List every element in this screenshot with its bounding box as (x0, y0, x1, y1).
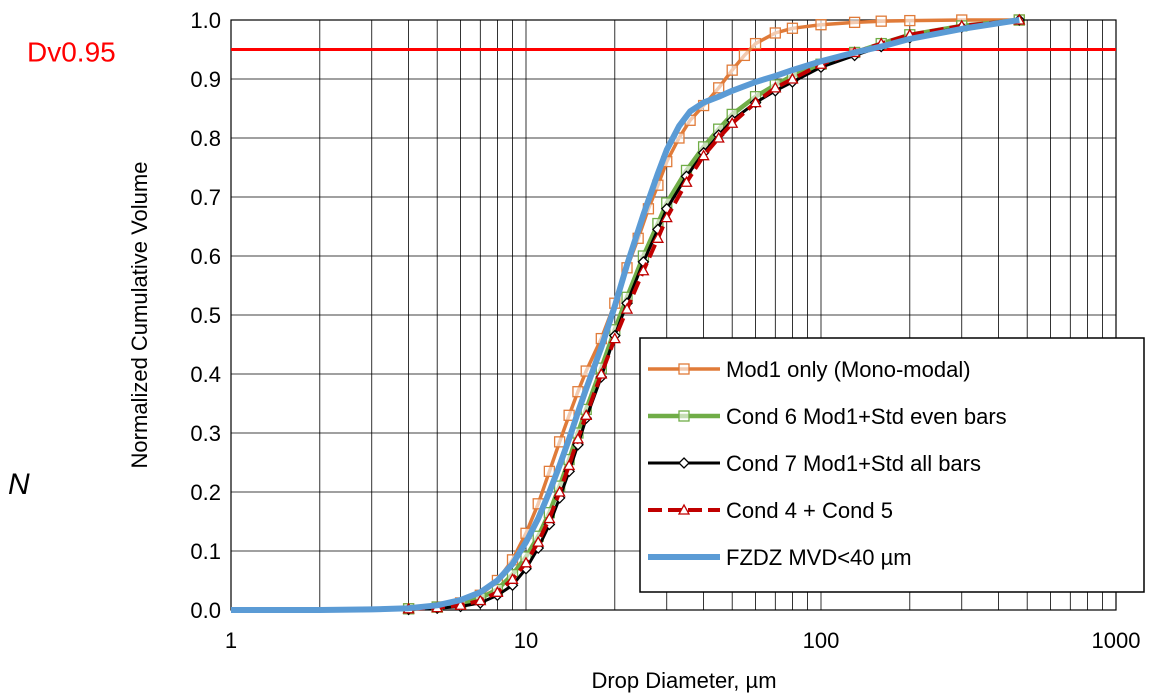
y-tick-label: 0.5 (190, 303, 221, 328)
y-tick-label: 0.1 (190, 539, 221, 564)
data-point (848, 16, 861, 29)
data-point (712, 131, 725, 143)
data-point (680, 175, 693, 187)
data-point (553, 436, 566, 448)
x-tick-label: 1000 (1092, 628, 1141, 653)
data-point (875, 15, 887, 27)
data-point (769, 81, 782, 93)
data-point (678, 410, 690, 422)
legend-label: FZDZ MVD<40 µm (726, 545, 912, 570)
x-tick-label: 1 (225, 628, 237, 653)
data-point (553, 485, 566, 497)
series-line (231, 17, 1020, 613)
legend-box (639, 337, 1145, 593)
y-tick-label: 0.2 (190, 480, 221, 505)
data-point (726, 64, 738, 76)
y-tick-label: 0.9 (190, 67, 221, 92)
data-point (786, 22, 799, 34)
data-point (519, 556, 533, 568)
data-point (595, 367, 608, 379)
data-point (571, 432, 585, 444)
data-point (660, 211, 673, 223)
data-point (580, 408, 593, 420)
legend-item: Cond 4 + Cond 5 (648, 498, 893, 523)
legend-item: FZDZ MVD<40 µm (648, 545, 912, 570)
legend-label: Cond 6 Mod1+Std even bars (726, 404, 1007, 429)
legend-label: Cond 7 Mod1+Std all bars (726, 451, 981, 476)
y-tick-labels: 0.0 0.1 0.2 0.3 0.4 0.5 0.6 0.7 0.8 0.9 1.0 (190, 8, 221, 623)
y-tick-label: 0.4 (190, 362, 221, 387)
data-point (904, 14, 916, 27)
series-layer (230, 13, 1026, 616)
y-tick-label: 1.0 (190, 8, 221, 33)
stray-text: N (8, 468, 30, 501)
x-axis-label: Drop Diameter, µm (591, 668, 776, 693)
data-point (454, 598, 467, 610)
data-point (815, 19, 827, 31)
plot-frame (230, 19, 1117, 611)
data-point (678, 363, 690, 375)
data-point (474, 594, 487, 606)
legend-item: Mod1 only (Mono-modal) (648, 357, 971, 382)
y-tick-label: 0.6 (190, 244, 221, 269)
data-point (620, 302, 634, 314)
legend-label: Mod1 only (Mono-modal) (726, 357, 971, 382)
data-point (786, 72, 799, 84)
y-tick-label: 0.7 (190, 185, 221, 210)
data-point (749, 37, 762, 50)
data-point (713, 82, 725, 94)
y-tick-label: 0.3 (190, 421, 221, 446)
data-point (491, 585, 504, 597)
data-point (543, 512, 556, 524)
data-point (506, 572, 519, 584)
data-point (697, 149, 710, 161)
x-tick-label: 10 (514, 628, 538, 653)
legend-item: Cond 6 Mod1+Std even bars (648, 404, 1007, 429)
x-tick-labels: 1 10 100 1000 (225, 628, 1141, 653)
y-tick-label: 0.0 (190, 598, 221, 623)
data-point (678, 457, 690, 469)
reference-label: Dv0.95 (27, 37, 116, 68)
data-point (563, 459, 576, 471)
data-point (749, 96, 762, 108)
y-axis-label: Normalized Cumulative Volume (127, 162, 152, 469)
data-point (726, 116, 739, 128)
data-point (769, 27, 781, 39)
series-line (230, 18, 1020, 612)
y-tick-label: 0.8 (190, 126, 221, 151)
data-point (651, 231, 665, 243)
data-point (637, 264, 650, 276)
data-point (677, 503, 691, 515)
data-point (738, 49, 751, 62)
legend-item: Cond 7 Mod1+Std all bars (648, 451, 981, 476)
data-point (563, 409, 575, 421)
data-point (608, 332, 621, 344)
legend: Mod1 only (Mono-modal) Cond 6 Mod1+Std ev… (639, 337, 1145, 593)
legend-label: Cond 4 + Cond 5 (726, 498, 893, 523)
data-point (532, 535, 545, 547)
x-tick-label: 100 (803, 628, 840, 653)
series-5 (231, 17, 1020, 613)
